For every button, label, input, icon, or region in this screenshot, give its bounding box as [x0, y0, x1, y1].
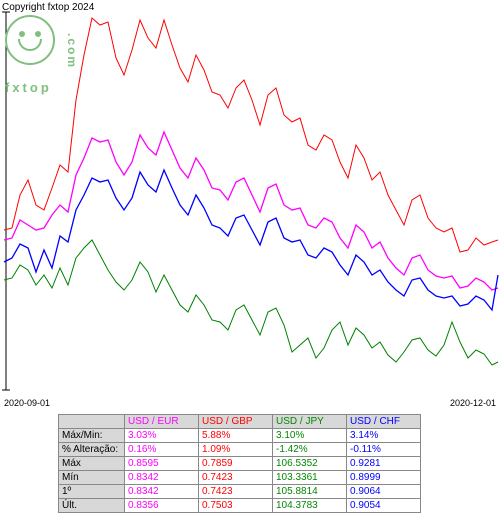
- table-cell: 105.8814: [273, 485, 347, 499]
- row-label: % Alteração:: [59, 443, 125, 457]
- table-header: [59, 415, 125, 429]
- table-cell: 1.09%: [199, 443, 273, 457]
- table-cell: 0.7859: [199, 457, 273, 471]
- table-cell: 0.8356: [125, 499, 199, 513]
- table-cell: 3.03%: [125, 429, 199, 443]
- table-cell: 3.10%: [273, 429, 347, 443]
- table-cell: 0.7423: [199, 485, 273, 499]
- table-cell: -0.11%: [347, 443, 421, 457]
- stats-table: USD / EURUSD / GBPUSD / JPYUSD / CHF Máx/…: [58, 414, 421, 513]
- table-cell: 0.7423: [199, 471, 273, 485]
- row-label: Máx: [59, 457, 125, 471]
- table-cell: 3.14%: [347, 429, 421, 443]
- table-header: USD / GBP: [199, 415, 273, 429]
- table-header: USD / JPY: [273, 415, 347, 429]
- table-header: USD / CHF: [347, 415, 421, 429]
- table-cell: 104.3783: [273, 499, 347, 513]
- date-start: 2020-09-01: [4, 398, 50, 408]
- table-cell: 0.16%: [125, 443, 199, 457]
- fxtop-logo: .com fxtop: [5, 15, 55, 65]
- table-cell: 0.8342: [125, 485, 199, 499]
- table-cell: 5.88%: [199, 429, 273, 443]
- table-cell: 0.9064: [347, 485, 421, 499]
- row-label: Máx/Min:: [59, 429, 125, 443]
- table-cell: 0.7503: [199, 499, 273, 513]
- table-cell: 0.8595: [125, 457, 199, 471]
- row-label: Mín: [59, 471, 125, 485]
- copyright-text: Copyright fxtop 2024: [2, 2, 94, 13]
- row-label: 1º: [59, 485, 125, 499]
- row-label: Últ.: [59, 499, 125, 513]
- table-cell: 106.5352: [273, 457, 347, 471]
- table-cell: 103.3361: [273, 471, 347, 485]
- table-header: USD / EUR: [125, 415, 199, 429]
- table-cell: 0.9281: [347, 457, 421, 471]
- date-end: 2020-12-01: [450, 398, 496, 408]
- table-cell: 0.9054: [347, 499, 421, 513]
- table-cell: 0.8999: [347, 471, 421, 485]
- table-cell: -1.42%: [273, 443, 347, 457]
- table-cell: 0.8342: [125, 471, 199, 485]
